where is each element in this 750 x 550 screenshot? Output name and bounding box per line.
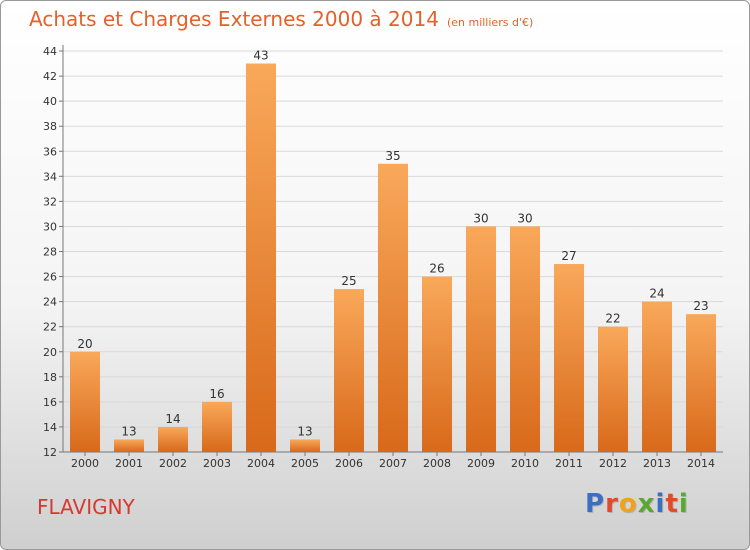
x-tick-label: 2005	[291, 457, 319, 470]
bar-value-label: 27	[561, 249, 576, 263]
y-tick-label: 34	[43, 170, 57, 183]
bar	[246, 63, 276, 452]
bar	[510, 226, 540, 452]
town-name: FLAVIGNY	[37, 495, 135, 519]
bar	[158, 426, 188, 452]
x-tick-label: 2006	[335, 457, 363, 470]
y-tick-label: 26	[43, 271, 57, 284]
x-tick-label: 2012	[599, 457, 627, 470]
bar	[290, 439, 320, 452]
bar-value-label: 35	[385, 149, 400, 163]
y-tick-label: 16	[43, 396, 57, 409]
bar-value-label: 22	[605, 312, 620, 326]
x-tick-label: 2002	[159, 457, 187, 470]
y-tick-label: 32	[43, 195, 57, 208]
bar-value-label: 43	[253, 49, 268, 63]
logo-letter: t	[665, 489, 679, 519]
y-tick-label: 12	[43, 446, 57, 459]
logo-letter: x	[637, 489, 656, 519]
x-tick-label: 2010	[511, 457, 539, 470]
y-tick-label: 22	[43, 321, 57, 334]
logo-letter: i	[655, 489, 666, 519]
y-tick-label: 36	[43, 145, 57, 158]
y-tick-label: 24	[43, 296, 57, 309]
y-tick-label: 42	[43, 70, 57, 83]
proxiti-logo[interactable]: Proxiti	[585, 489, 689, 519]
x-tick-label: 2009	[467, 457, 495, 470]
bar-value-label: 26	[429, 262, 444, 276]
chart-title-text: Achats et Charges Externes 2000 à 2014	[29, 7, 439, 31]
logo-letter: o	[618, 489, 638, 519]
bar	[202, 401, 232, 452]
bar	[334, 289, 364, 452]
x-tick-label: 2011	[555, 457, 583, 470]
bar	[378, 163, 408, 452]
bar-value-label: 30	[473, 211, 488, 225]
x-tick-label: 2014	[687, 457, 715, 470]
y-tick-label: 30	[43, 220, 57, 233]
bar	[642, 301, 672, 452]
logo-letter: P	[585, 489, 606, 519]
y-tick-label: 38	[43, 120, 57, 133]
logo-letter: r	[605, 489, 619, 519]
x-tick-label: 2008	[423, 457, 451, 470]
bar-value-label: 23	[693, 299, 708, 313]
bar-value-label: 13	[297, 424, 312, 438]
logo-letter: i	[678, 489, 689, 519]
bar-value-label: 20	[77, 337, 92, 351]
chart-title: Achats et Charges Externes 2000 à 2014 (e…	[29, 7, 533, 31]
x-tick-label: 2007	[379, 457, 407, 470]
bar-value-label: 25	[341, 274, 356, 288]
y-tick-label: 28	[43, 246, 57, 259]
bar-value-label: 16	[209, 387, 224, 401]
x-tick-label: 2013	[643, 457, 671, 470]
x-tick-label: 2000	[71, 457, 99, 470]
x-tick-label: 2003	[203, 457, 231, 470]
y-tick-label: 18	[43, 371, 57, 384]
bar	[70, 351, 100, 452]
bar-value-label: 14	[165, 412, 180, 426]
x-tick-label: 2004	[247, 457, 275, 470]
y-tick-label: 44	[43, 45, 57, 58]
chart-subtitle: (en milliers d'€)	[446, 16, 534, 29]
x-tick-label: 2001	[115, 457, 143, 470]
bar-value-label: 13	[121, 424, 136, 438]
bar	[686, 314, 716, 452]
bar-value-label: 24	[649, 287, 664, 301]
y-tick-label: 14	[43, 421, 57, 434]
bar	[114, 439, 144, 452]
bar	[598, 326, 628, 452]
bar-value-label: 30	[517, 211, 532, 225]
bar	[554, 264, 584, 452]
bar	[422, 276, 452, 452]
bar	[466, 226, 496, 452]
y-tick-label: 40	[43, 95, 57, 108]
y-tick-label: 20	[43, 346, 57, 359]
